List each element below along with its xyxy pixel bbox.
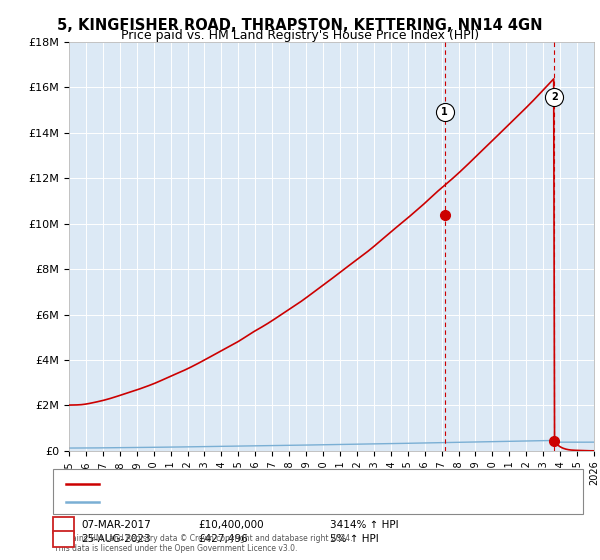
- Text: 1: 1: [60, 520, 68, 530]
- Text: 3414% ↑ HPI: 3414% ↑ HPI: [330, 520, 398, 530]
- Text: 25-AUG-2023: 25-AUG-2023: [81, 534, 151, 544]
- Text: 2: 2: [551, 91, 557, 101]
- Text: £10,400,000: £10,400,000: [198, 520, 263, 530]
- Text: Price paid vs. HM Land Registry's House Price Index (HPI): Price paid vs. HM Land Registry's House …: [121, 29, 479, 42]
- Text: 07-MAR-2017: 07-MAR-2017: [81, 520, 151, 530]
- Text: 1: 1: [441, 108, 448, 118]
- Text: 2: 2: [60, 534, 68, 544]
- Text: Contains HM Land Registry data © Crown copyright and database right 2024.
This d: Contains HM Land Registry data © Crown c…: [54, 534, 353, 553]
- Text: HPI: Average price, detached house, North Northamptonshire: HPI: Average price, detached house, Nort…: [105, 498, 397, 507]
- Text: 5% ↑ HPI: 5% ↑ HPI: [330, 534, 379, 544]
- Text: 5, KINGFISHER ROAD, THRAPSTON, KETTERING, NN14 4GN: 5, KINGFISHER ROAD, THRAPSTON, KETTERING…: [57, 18, 543, 33]
- Text: £427,496: £427,496: [198, 534, 248, 544]
- Text: 5, KINGFISHER ROAD, THRAPSTON, KETTERING, NN14 4GN (detached house): 5, KINGFISHER ROAD, THRAPSTON, KETTERING…: [105, 480, 469, 489]
